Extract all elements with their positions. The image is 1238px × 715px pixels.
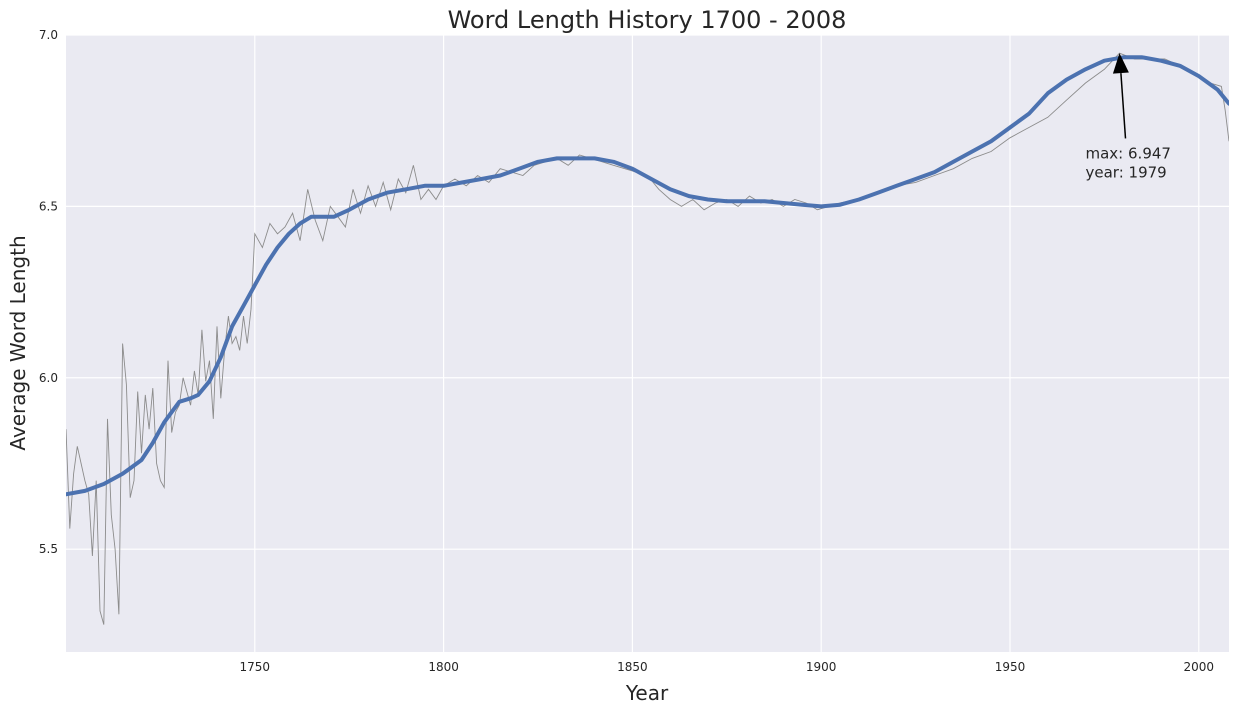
- y-axis-label: Average Word Length: [6, 235, 30, 450]
- y-tick-label: 7.0: [39, 28, 58, 42]
- x-tick-label: 1950: [995, 660, 1026, 674]
- annotation-year-label: year: 1979: [1086, 163, 1167, 181]
- tick-labels: 1750 1800 1850 1900 1950 2000 5.5 6.0 6.5 7.0: [39, 28, 1214, 674]
- y-tick-label: 5.5: [39, 542, 58, 556]
- annotation-arrow-head: [1112, 53, 1129, 74]
- x-tick-label: 1850: [617, 660, 648, 674]
- smoothed-series-line: [66, 55, 1229, 497]
- x-tick-label: 2000: [1184, 660, 1215, 674]
- x-tick-label: 1750: [240, 660, 271, 674]
- y-tick-label: 6.5: [39, 199, 58, 213]
- x-axis-label: Year: [625, 681, 669, 705]
- chart-title: Word Length History 1700 - 2008: [448, 6, 847, 34]
- annotation-max-label: max: 6.947: [1086, 144, 1171, 162]
- annotation-arrow-shaft: [1120, 73, 1127, 139]
- x-tick-label: 1900: [806, 660, 837, 674]
- gridlines: [66, 34, 1229, 652]
- series-layer: [66, 52, 1229, 625]
- x-tick-label: 1800: [428, 660, 459, 674]
- y-tick-label: 6.0: [39, 371, 58, 385]
